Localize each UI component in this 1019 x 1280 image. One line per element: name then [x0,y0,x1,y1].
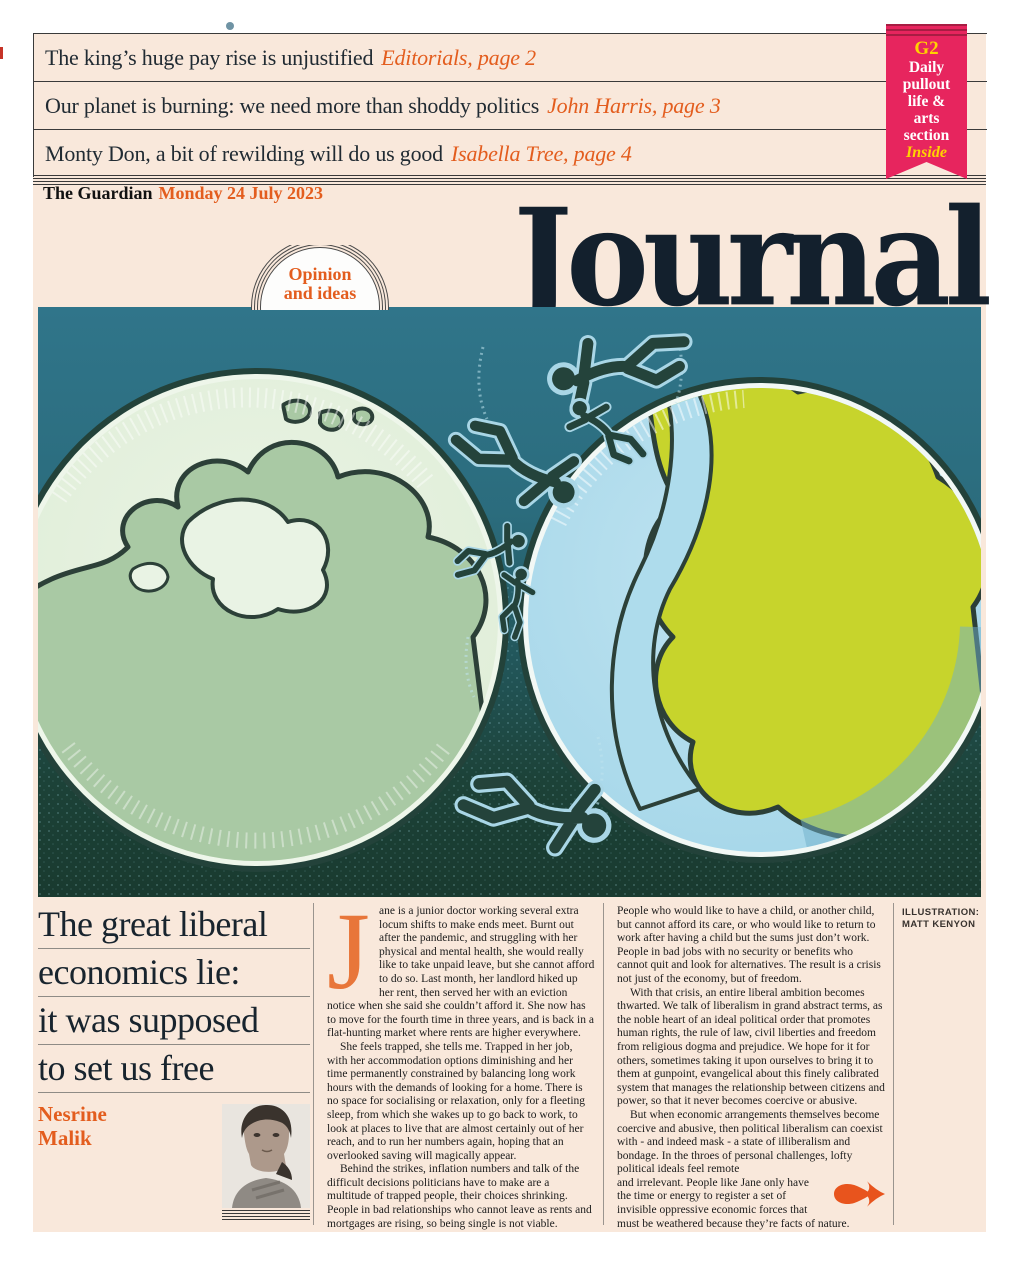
body-paragraph: She feels trapped, she tells me. Trapped… [327,1040,586,1162]
ribbon-line: arts [913,110,940,127]
registration-dot [226,22,234,30]
body-paragraph: But when economic arrangements themselve… [617,1108,883,1176]
banner-headline: Our planet is burning: we need more than… [45,92,540,118]
column-divider [893,903,894,1225]
opinion-badge-label: Opinion and ideas [283,264,357,303]
byline-first-name: Nesrine [38,1102,107,1126]
byline: Nesrine Malik [38,1102,310,1150]
column-divider [603,903,604,1225]
banner-item: Our planet is burning: we need more than… [34,82,987,130]
falling-figures [445,315,694,855]
body-paragraph: People who would like to have a child, o… [617,905,881,985]
article-headline-line: The great liberal [38,901,310,949]
body-paragraph: and irrelevant. People like Jane only ha… [617,1177,885,1231]
author-photo [222,1104,310,1208]
article-headline-line: economics lie: [38,949,310,997]
article-headline-line: to set us free [38,1045,310,1093]
article-end-arrow-icon [831,1179,885,1209]
body-paragraph: Behind the strikes, inflation numbers an… [327,1163,592,1230]
ribbon-fold-stripes [886,24,967,37]
drop-cap: J [327,890,370,1012]
ribbon-line: pullout [902,76,951,93]
g2-section-ribbon: G2 Daily pullout life & arts section Ins… [886,24,967,179]
column-divider [313,903,314,1225]
banner-headline: Monty Don, a bit of rewilding will do us… [45,140,443,166]
top-banner: The king’s huge pay rise is unjustified … [33,33,987,177]
ribbon-tag: G2 [914,38,939,59]
article-headline-line: it was supposed [38,997,310,1045]
byline-last-name: Malik [38,1126,92,1150]
section-masthead-title: Journal [513,180,992,337]
banner-citation: Editorials, page 2 [381,44,536,70]
illustration-credit: ILLUSTRATION: MATT KENYON [902,907,982,931]
banner-citation: Isabella Tree, page 4 [450,140,632,166]
credit-name: MATT KENYON [902,919,976,930]
dateline: The Guardian Monday 24 July 2023 [43,183,323,204]
print-mark [0,47,3,59]
banner-citation: John Harris, page 3 [547,92,721,118]
opinion-badge: Opinion and ideas [250,245,390,310]
issue-date: Monday 24 July 2023 [158,183,324,203]
body-paragraph: With that crisis, an entire liberal ambi… [617,986,885,1108]
left-globe [38,368,509,872]
ribbon-inside-label: Inside [906,144,947,161]
ribbon-line: life & [907,93,946,110]
ribbon-line: section [903,127,950,144]
banner-item: The king’s huge pay rise is unjustified … [34,34,987,82]
article-headline-column: The great liberal economics lie: it was … [38,901,310,1150]
body-column-2: People who would like to have a child, o… [617,905,885,1231]
paper-name: The Guardian [43,183,153,203]
right-globe [517,377,981,863]
opinion-illustration [38,307,981,897]
banner-item: Monty Don, a bit of rewilding will do us… [34,130,987,177]
ribbon-line: Daily [908,59,945,76]
divider [33,175,986,185]
credit-label: ILLUSTRATION: [902,907,980,918]
divider [222,1210,310,1220]
banner-headline: The king’s huge pay rise is unjustified [45,44,374,70]
